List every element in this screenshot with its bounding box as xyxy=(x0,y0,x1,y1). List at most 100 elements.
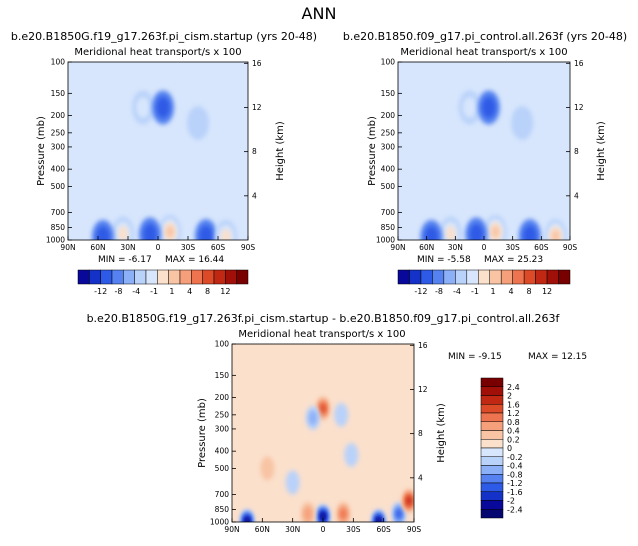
height-tick-label: 16 xyxy=(418,341,428,350)
colorbar-label: -1 xyxy=(471,287,479,296)
pressure-tick-label: 200 xyxy=(381,111,396,120)
lat-tick-label: 60S xyxy=(377,525,392,534)
height-tick-label: 8 xyxy=(252,147,257,156)
colorbar-label: -2 xyxy=(507,497,515,506)
panel-diff-ylabel: Pressure (mb) xyxy=(197,398,208,468)
contour-feature-1-level-1 xyxy=(308,410,318,426)
lat-tick-label: 90N xyxy=(60,243,75,252)
contour-feature-2-level-0 xyxy=(334,402,349,427)
panel-2-title: b.e20.B1850.f09_g17.pi_control.all.263f … xyxy=(343,30,627,43)
colorbar-swatch xyxy=(480,386,504,396)
colorbar-swatch xyxy=(558,269,571,285)
colorbar-swatch xyxy=(191,269,203,285)
colorbar-label: -1.2 xyxy=(507,479,523,488)
colorbar-swatch xyxy=(157,269,169,285)
pressure-tick-label: 250 xyxy=(381,128,396,137)
panel-2-subtitle: Meridional heat transport/s x 100 xyxy=(400,47,567,58)
pressure-tick-label: 700 xyxy=(381,208,396,217)
pressure-tick-label: 700 xyxy=(51,208,66,217)
page-title: ANN xyxy=(302,4,337,23)
colorbar-swatch xyxy=(168,269,181,285)
panel-diff-subtitle: Meridional heat transport/s x 100 xyxy=(238,329,405,340)
contour-feature-5-level-0 xyxy=(285,470,300,495)
colorbar-label: -4 xyxy=(132,287,140,296)
colorbar-label: 2.4 xyxy=(507,383,520,392)
colorbar-swatch xyxy=(480,404,504,414)
colorbar-label: 4 xyxy=(508,287,513,296)
colorbar-swatch xyxy=(145,269,158,285)
colorbar-swatch xyxy=(480,395,504,405)
panel-1-lat-ticks: 90N 60N 30N 0 30S 60S 90S xyxy=(60,236,255,252)
colorbar-swatch xyxy=(466,269,479,285)
colorbar-swatch xyxy=(134,269,147,285)
pressure-tick-label: 100 xyxy=(51,58,66,67)
height-tick-label: 12 xyxy=(574,103,584,112)
pressure-tick-label: 250 xyxy=(51,128,66,137)
colorbar-label: -12 xyxy=(414,287,427,296)
lat-tick-label: 90N xyxy=(390,243,405,252)
contour-feature-11-level-6 xyxy=(245,518,249,522)
contour-feature-1-level-1 xyxy=(156,96,170,118)
contour-feature-8-level-2 xyxy=(221,229,231,240)
pressure-tick-label: 100 xyxy=(215,340,230,349)
colorbar-swatch xyxy=(480,500,504,510)
contour-feature-6-level-1 xyxy=(143,223,157,240)
panel-2-pressure-ticks: 100 150 200 250 300 400 500 700 850 1000 xyxy=(376,58,402,245)
lat-tick-label: 90S xyxy=(563,243,578,252)
colorbar-swatch xyxy=(236,269,249,285)
colorbar-label: 0.2 xyxy=(507,435,520,444)
colorbar-label: -8 xyxy=(435,287,443,296)
contour-feature-0-level-1 xyxy=(462,96,477,118)
panel-1-height-ticks: 16 12 8 4 xyxy=(244,59,262,200)
colorbar-swatch xyxy=(397,269,410,285)
panel-2-max: MAX = 25.23 xyxy=(484,255,543,265)
colorbar-swatch xyxy=(489,269,502,285)
contour-feature-4-level-0 xyxy=(260,456,275,481)
heatmap-background xyxy=(232,344,414,522)
colorbar-swatch xyxy=(480,377,504,387)
panel-1-pressure-ticks: 100 150 200 250 300 400 500 700 850 1000 xyxy=(46,58,72,245)
height-tick-label: 4 xyxy=(574,191,579,200)
colorbar-swatch xyxy=(480,439,504,449)
colorbar-label: 1.6 xyxy=(507,400,520,409)
pressure-tick-label: 500 xyxy=(215,464,230,473)
panel-diff-title: b.e20.B1850G.f19_g17.263f.pi_cism.startu… xyxy=(87,312,561,325)
height-tick-label: 8 xyxy=(418,429,423,438)
colorbar-swatch xyxy=(202,269,215,285)
contour-feature-3-level-0 xyxy=(344,442,359,467)
contour-feature-7-level-1 xyxy=(199,225,213,240)
colorbar-label: -0.4 xyxy=(507,462,523,471)
pressure-tick-label: 500 xyxy=(381,182,396,191)
colorbar-label: -0.2 xyxy=(507,453,523,462)
panel-2-ylabel: Pressure (mb) xyxy=(367,116,378,186)
contour-feature-6-level-1 xyxy=(469,223,484,240)
colorbar-label: -1.6 xyxy=(507,488,523,497)
panel-1: b.e20.B1850G.f19_g17.263f.pi_cism.startu… xyxy=(11,30,317,265)
lat-tick-label: 0 xyxy=(156,243,161,252)
contour-feature-2-level-0 xyxy=(187,105,209,140)
colorbar-label: 12 xyxy=(542,287,552,296)
panel-1-title: b.e20.B1850G.f19_g17.263f.pi_cism.startu… xyxy=(11,30,317,43)
panel-diff-min: MIN = -9.15 xyxy=(448,352,502,362)
colorbar-label: -4 xyxy=(453,287,461,296)
colorbar-swatch xyxy=(480,465,504,475)
panel-2-height-ticks: 16 12 8 4 xyxy=(566,59,584,200)
colorbar-label: 1 xyxy=(490,287,495,296)
contour-feature-1-level-1 xyxy=(482,96,496,118)
colorbar-label: -8 xyxy=(114,287,122,296)
panel-2-heatmap xyxy=(398,62,570,240)
colorbar-swatch xyxy=(478,269,490,285)
contour-feature-0-level-1 xyxy=(136,96,150,118)
lat-tick-label: 30S xyxy=(506,243,521,252)
panel-diff: b.e20.B1850G.f19_g17.263f.pi_cism.startu… xyxy=(87,312,588,534)
lat-tick-label: 60S xyxy=(211,243,226,252)
colorbar-swatch xyxy=(123,269,135,285)
height-tick-label: 4 xyxy=(418,473,423,482)
colorbar-label: 1.2 xyxy=(507,409,520,418)
panel-1-ylabel: Pressure (mb) xyxy=(36,116,47,186)
colorbar-panel-2: -12 -8 -4 -1 1 4 8 12 xyxy=(397,269,571,296)
colorbar-label: 0.4 xyxy=(507,427,520,436)
panel-diff-max: MAX = 12.15 xyxy=(528,352,587,362)
panel-diff-heatmap xyxy=(232,344,414,522)
